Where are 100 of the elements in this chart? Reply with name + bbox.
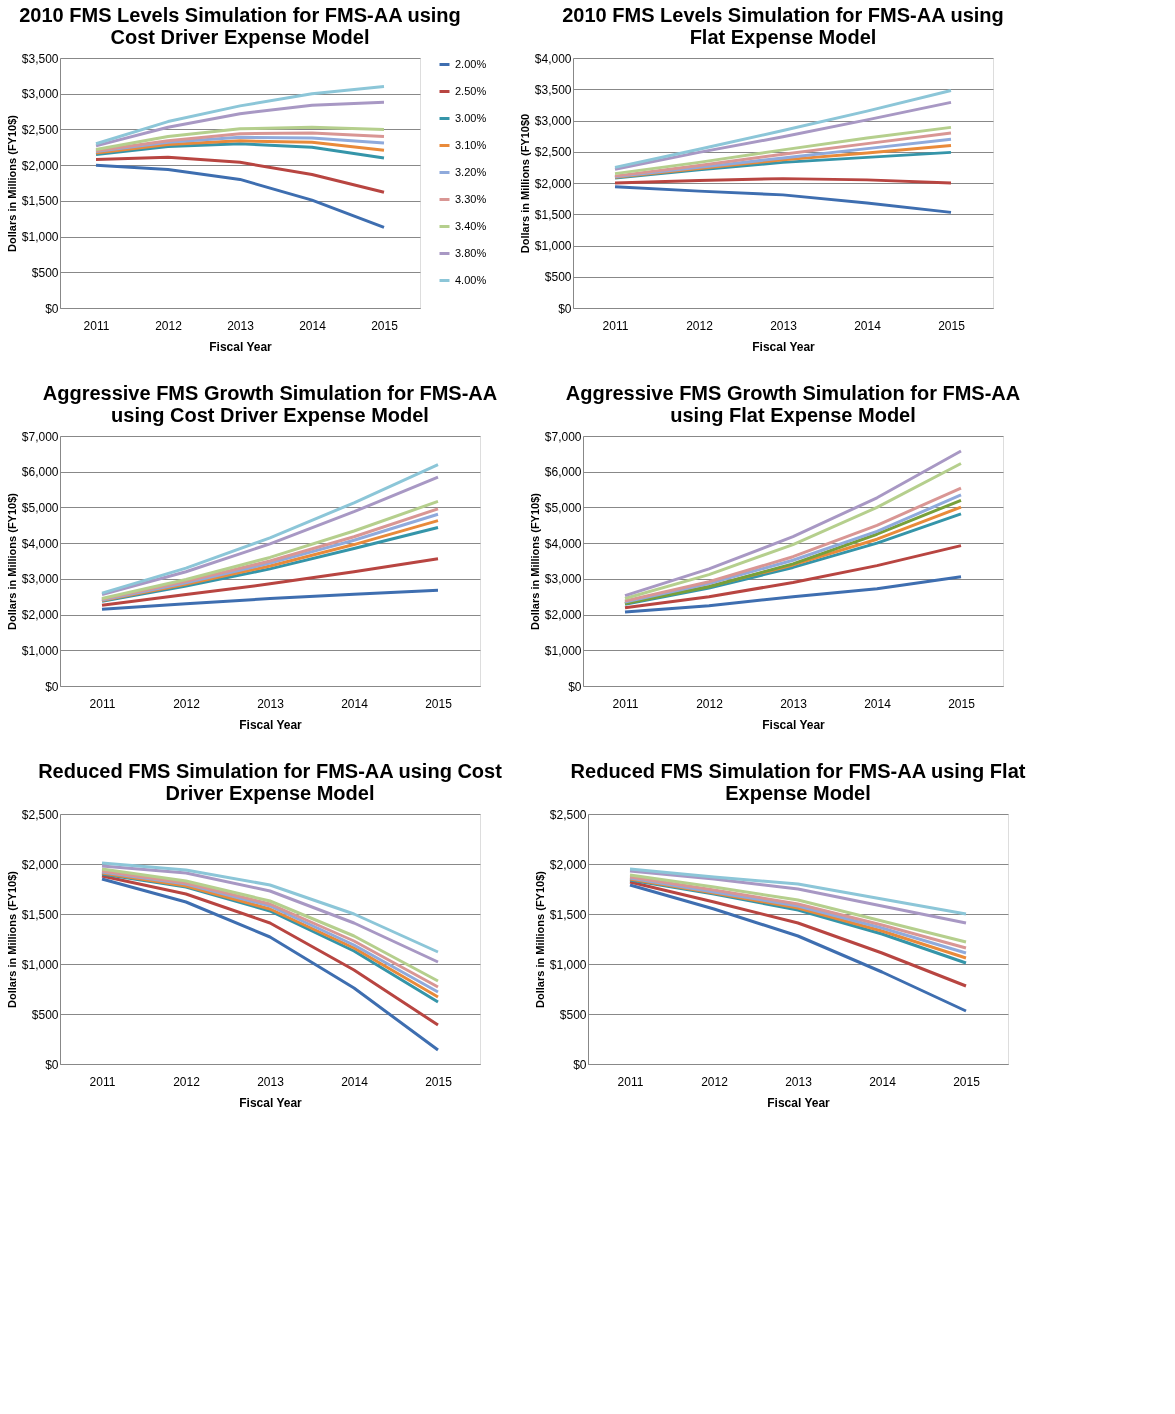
- y-tick-label: $0: [573, 1057, 587, 1072]
- legend-label: 3.20%: [455, 165, 487, 178]
- y-tick-label: $1,000: [21, 643, 59, 658]
- y-tick-label: $3,000: [534, 114, 572, 128]
- legend-label: 2.00%: [455, 57, 487, 70]
- y-tick-label: $0: [45, 679, 59, 694]
- y-tick-label: $1,000: [21, 230, 59, 245]
- x-tick-label: 2012: [696, 696, 724, 711]
- y-tick-label: $4,000: [534, 51, 572, 66]
- legend-label: 3.40%: [455, 219, 487, 232]
- y-tick-label: $5,000: [21, 500, 59, 515]
- y-tick-label: $3,500: [534, 82, 572, 97]
- x-axis-title: Fiscal Year: [239, 1095, 303, 1110]
- x-tick-label: 2012: [173, 1074, 201, 1089]
- x-tick-label: 2013: [780, 696, 808, 711]
- legend-label: 3.80%: [455, 246, 487, 259]
- chart-title: Reduced FMS Simulation for FMS-AA using Flat Expense Model: [570, 760, 1026, 804]
- y-tick-label: $2,500: [534, 145, 572, 160]
- chart-title: 2010 FMS Levels Simulation for FMS-AA using Cost Driver Expense Model: [19, 4, 461, 48]
- y-tick-label: $2,000: [21, 158, 59, 173]
- x-tick-label: 2011: [83, 318, 110, 333]
- x-tick-label: 2014: [299, 318, 327, 333]
- y-tick-label: $3,000: [21, 87, 59, 102]
- y-tick-label: $0: [568, 679, 582, 694]
- x-tick-label: 2011: [89, 1074, 116, 1089]
- legend-label: 3.30%: [455, 192, 487, 205]
- x-tick-label: 2014: [869, 1074, 897, 1089]
- y-tick-label: $0: [45, 1057, 59, 1072]
- y-tick-label: $3,000: [544, 572, 582, 587]
- y-tick-label: $1,000: [534, 239, 572, 253]
- y-tick-label: $2,000: [21, 857, 59, 872]
- y-tick-label: $4,000: [544, 536, 582, 551]
- y-tick-label: $2,000: [549, 857, 587, 872]
- y-tick-label: $2,500: [21, 122, 59, 137]
- legend-label: 3.10%: [455, 138, 487, 151]
- y-tick-label: $1,000: [544, 643, 582, 658]
- y-tick-label: $7,000: [21, 429, 59, 444]
- y-tick-label: $1,500: [549, 907, 587, 922]
- x-tick-label: 2013: [257, 696, 285, 711]
- y-tick-label: $1,500: [21, 194, 59, 209]
- x-tick-label: 2011: [612, 696, 639, 711]
- legend-label: 4.00%: [455, 273, 487, 286]
- y-tick-label: $2,000: [534, 176, 572, 191]
- y-tick-label: $2,500: [21, 807, 59, 822]
- x-axis-title: Fiscal Year: [752, 339, 816, 354]
- y-tick-label: $500: [559, 1007, 587, 1022]
- legend-label: 2.50%: [455, 84, 487, 97]
- y-tick-label: $0: [558, 301, 572, 316]
- y-tick-label: $3,500: [21, 51, 59, 66]
- y-tick-label: $7,000: [544, 429, 582, 444]
- x-tick-label: 2012: [155, 318, 183, 333]
- x-tick-label: 2014: [864, 696, 892, 711]
- chart-title: 2010 FMS Levels Simulation for FMS-AA using Flat Expense Model: [562, 4, 1004, 48]
- y-tick-label: $500: [544, 270, 572, 285]
- y-axis-title: Dollars in Millions (FY10$): [5, 870, 18, 1008]
- y-axis-title: Dollars in Millions (FY10$): [5, 492, 18, 630]
- x-axis-title: Fiscal Year: [767, 1095, 831, 1110]
- x-tick-label: 2015: [938, 318, 966, 333]
- x-tick-label: 2012: [701, 1074, 729, 1089]
- y-axis-title: Dollars in Millions (FY10$0: [518, 113, 531, 254]
- y-tick-label: $4,000: [21, 536, 59, 551]
- y-tick-label: $2,000: [21, 608, 59, 623]
- x-tick-label: 2015: [371, 318, 399, 333]
- y-tick-label: $1,500: [21, 907, 59, 922]
- x-tick-label: 2015: [948, 696, 976, 711]
- x-tick-label: 2013: [785, 1074, 813, 1089]
- x-tick-label: 2011: [602, 318, 629, 333]
- x-tick-label: 2014: [341, 1074, 369, 1089]
- y-tick-label: $3,000: [21, 572, 59, 587]
- x-tick-label: 2015: [953, 1074, 981, 1089]
- x-tick-label: 2015: [425, 696, 453, 711]
- chart-title: Aggressive FMS Growth Simulation for FMS-AA using Flat Expense Model: [565, 382, 1021, 426]
- x-tick-label: 2015: [425, 1074, 453, 1089]
- x-tick-label: 2012: [686, 318, 714, 333]
- y-tick-label: $500: [31, 265, 59, 280]
- x-axis-title: Fiscal Year: [762, 717, 826, 732]
- x-tick-label: 2011: [89, 696, 116, 711]
- x-tick-label: 2012: [173, 696, 201, 711]
- y-axis-title: Dollars in Millions (FY10$): [5, 114, 18, 252]
- y-tick-label: $1,000: [21, 957, 59, 972]
- x-axis-title: Fiscal Year: [239, 717, 303, 732]
- y-tick-label: $500: [31, 1007, 59, 1022]
- x-tick-label: 2013: [227, 318, 255, 333]
- y-tick-label: $1,000: [549, 957, 587, 972]
- y-axis-title: Dollars in Millions (FY10$): [528, 492, 541, 630]
- x-tick-label: 2014: [854, 318, 882, 333]
- y-tick-label: $1,500: [534, 207, 572, 222]
- y-tick-label: $5,000: [544, 500, 582, 515]
- x-tick-label: 2013: [770, 318, 798, 333]
- y-tick-label: $6,000: [544, 465, 582, 480]
- x-tick-label: 2014: [341, 696, 369, 711]
- chart-title: Reduced FMS Simulation for FMS-AA using Cost Driver Expense Model: [38, 760, 503, 804]
- x-tick-label: 2011: [617, 1074, 644, 1089]
- y-tick-label: $0: [45, 301, 59, 316]
- x-tick-label: 2013: [257, 1074, 285, 1089]
- chart-title: Aggressive FMS Growth Simulation for FMS-AA using Cost Driver Expense Model: [42, 382, 498, 426]
- x-axis-title: Fiscal Year: [209, 339, 273, 354]
- y-tick-label: $2,000: [544, 608, 582, 623]
- y-tick-label: $6,000: [21, 465, 59, 480]
- y-tick-label: $2,500: [549, 807, 587, 822]
